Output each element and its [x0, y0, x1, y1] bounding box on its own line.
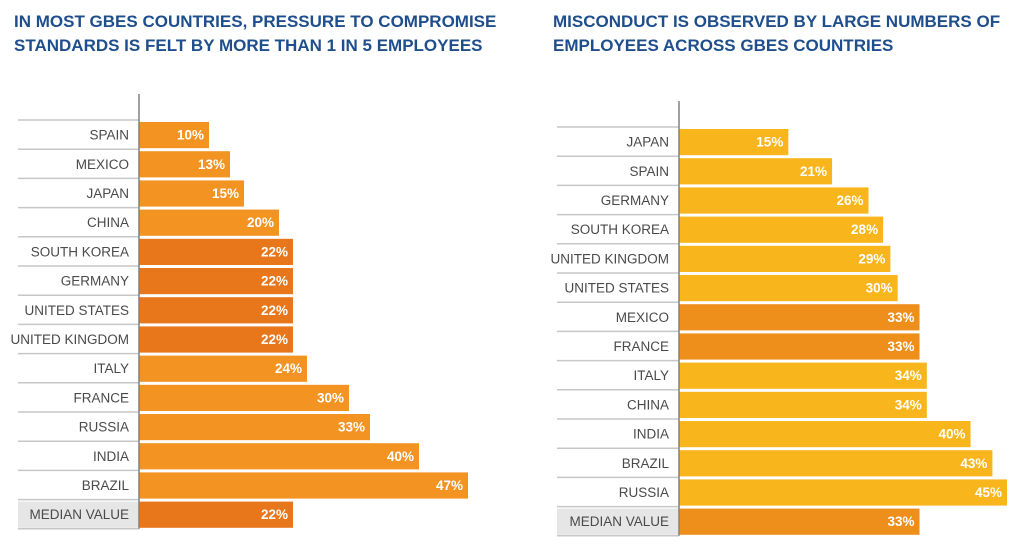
- pressure-category-label: MEXICO: [76, 157, 129, 172]
- misconduct-value-label: 40%: [939, 427, 966, 442]
- misconduct-bar-mexico: [679, 304, 920, 331]
- misconduct-category-label: JAPAN: [626, 135, 669, 150]
- pressure-bar-united-kingdom: [139, 326, 293, 353]
- misconduct-value-label: 33%: [888, 310, 915, 325]
- misconduct-bar-japan: [679, 129, 789, 156]
- misconduct-value-label: 45%: [975, 485, 1002, 500]
- pressure-value-label: 22%: [261, 332, 288, 347]
- chart-title-misconduct: MISCONDUCT IS OBSERVED BY LARGE NUMBERS …: [553, 12, 1001, 55]
- misconduct-category-label: BRAZIL: [622, 456, 670, 471]
- pressure-bar-france: [139, 384, 349, 411]
- pressure-value-label: 13%: [198, 157, 225, 172]
- misconduct-value-label: 15%: [756, 135, 783, 150]
- pressure-category-label: CHINA: [87, 215, 129, 230]
- pressure-value-label: 24%: [275, 361, 302, 376]
- chart-title-pressure: IN MOST GBES COUNTRIES, PRESSURE TO COMP…: [14, 12, 497, 55]
- median-row-background: [18, 501, 139, 528]
- misconduct-category-label: UNITED KINGDOM: [550, 251, 669, 266]
- misconduct-bar-italy: [679, 362, 927, 389]
- pressure-category-label: FRANCE: [73, 390, 129, 405]
- pressure-bar-spain: [139, 122, 209, 149]
- pressure-category-label: RUSSIA: [79, 420, 129, 435]
- pressure-value-label: 47%: [436, 478, 463, 493]
- misconduct-value-label: 43%: [960, 456, 987, 471]
- misconduct-category-label: INDIA: [633, 427, 669, 442]
- misconduct-value-label: 34%: [895, 397, 922, 412]
- misconduct-category-label: GERMANY: [601, 193, 669, 208]
- pressure-bar-italy: [139, 355, 307, 382]
- pressure-value-label: 22%: [261, 507, 288, 522]
- misconduct-value-label: 29%: [858, 251, 885, 266]
- misconduct-value-label: 30%: [866, 281, 893, 296]
- pressure-bar-united-states: [139, 297, 293, 324]
- pressure-value-label: 20%: [247, 215, 274, 230]
- pressure-category-label: GERMANY: [61, 274, 129, 289]
- misconduct-bar-united-states: [679, 275, 898, 302]
- misconduct-bar-france: [679, 333, 920, 360]
- pressure-category-label: UNITED STATES: [24, 303, 129, 318]
- misconduct-value-label: 34%: [895, 368, 922, 383]
- misconduct-value-label: 28%: [851, 222, 878, 237]
- pressure-value-label: 40%: [387, 449, 414, 464]
- misconduct-category-label: SOUTH KOREA: [571, 222, 669, 237]
- misconduct-bar-united-kingdom: [679, 245, 891, 272]
- misconduct-bar-south-korea: [679, 216, 884, 243]
- misconduct-bar-india: [679, 421, 971, 448]
- pressure-value-label: 10%: [177, 128, 204, 143]
- misconduct-category-label: SPAIN: [629, 164, 669, 179]
- misconduct-value-label: 33%: [888, 339, 915, 354]
- pressure-bar-india: [139, 443, 419, 470]
- pressure-value-label: 33%: [338, 420, 365, 435]
- pressure-value-label: 22%: [261, 244, 288, 259]
- misconduct-category-label: FRANCE: [613, 339, 669, 354]
- pressure-bar-germany: [139, 268, 293, 295]
- pressure-category-label: JAPAN: [86, 186, 129, 201]
- pressure-bar-china: [139, 209, 279, 236]
- pressure-category-label: SPAIN: [89, 128, 129, 143]
- misconduct-bar-brazil: [679, 450, 993, 477]
- pressure-value-label: 15%: [212, 186, 239, 201]
- pressure-bar-japan: [139, 180, 244, 207]
- misconduct-category-label: ITALY: [633, 368, 669, 383]
- pressure-category-label: SOUTH KOREA: [31, 244, 129, 259]
- misconduct-bar-median-value: [679, 508, 920, 535]
- pressure-value-label: 30%: [317, 390, 344, 405]
- pressure-value-label: 22%: [261, 274, 288, 289]
- pressure-bar-brazil: [139, 472, 468, 499]
- pressure-bar-mexico: [139, 151, 230, 178]
- median-row-background: [557, 508, 679, 535]
- misconduct-category-label: RUSSIA: [619, 485, 669, 500]
- misconduct-category-label: MEXICO: [616, 310, 669, 325]
- pressure-category-label: ITALY: [93, 361, 129, 376]
- pressure-bar-russia: [139, 414, 370, 441]
- misconduct-bar-spain: [679, 158, 833, 185]
- misconduct-value-label: 21%: [800, 164, 827, 179]
- pressure-bar-south-korea: [139, 238, 293, 265]
- misconduct-bar-russia: [679, 479, 1007, 506]
- pressure-category-label: BRAZIL: [82, 478, 130, 493]
- misconduct-category-label: UNITED STATES: [564, 281, 669, 296]
- pressure-bar-median-value: [139, 501, 293, 528]
- misconduct-bar-germany: [679, 187, 869, 214]
- misconduct-value-label: 33%: [888, 514, 915, 529]
- misconduct-value-label: 26%: [836, 193, 863, 208]
- misconduct-bar-china: [679, 391, 927, 418]
- misconduct-category-label: CHINA: [627, 397, 669, 412]
- pressure-category-label: MEDIAN VALUE: [29, 507, 129, 522]
- pressure-category-label: INDIA: [93, 449, 129, 464]
- misconduct-category-label: MEDIAN VALUE: [569, 514, 669, 529]
- pressure-category-label: UNITED KINGDOM: [10, 332, 129, 347]
- pressure-value-label: 22%: [261, 303, 288, 318]
